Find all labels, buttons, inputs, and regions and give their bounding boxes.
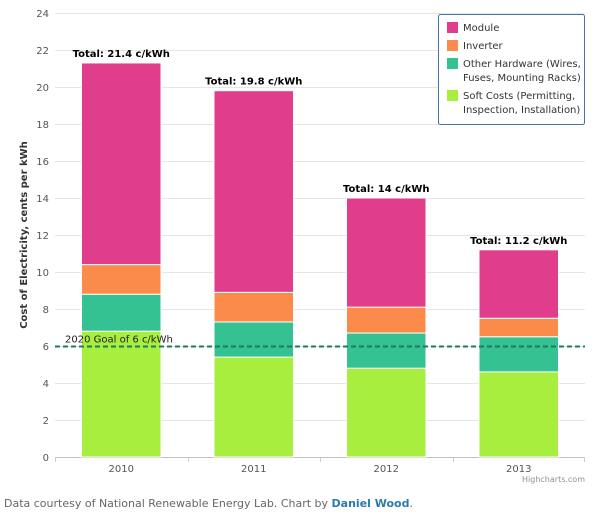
legend[interactable]: Module Inverter Other Hardware (Wires, Fuse… xyxy=(438,14,585,125)
legend-item-label: Soft Costs (Permitting, xyxy=(463,91,575,102)
bar-segment xyxy=(346,306,427,334)
author-link[interactable]: Daniel Wood xyxy=(331,497,410,510)
bar-segment xyxy=(81,293,162,332)
bar-segment xyxy=(213,291,294,323)
y-tick-label: 20 xyxy=(36,83,49,94)
credits-link[interactable]: Highcharts.com xyxy=(522,475,585,484)
goal-line-label: 2020 Goal of 6 c/kWh xyxy=(65,335,173,346)
total-label: Total: 11.2 c/kWh xyxy=(470,236,567,247)
bar-segment xyxy=(478,317,559,338)
bar-segment xyxy=(213,356,294,458)
y-tick-label: 24 xyxy=(36,9,49,20)
total-labels: Total: 21.4 c/kWh Total: 19.8 c/kWh Total:… xyxy=(73,49,568,247)
legend-swatch xyxy=(447,90,458,101)
bar-segment xyxy=(81,62,162,266)
footer-text: Data courtesy of National Renewable Ener… xyxy=(4,497,332,510)
legend-swatch xyxy=(447,40,458,51)
y-tick-label: 12 xyxy=(36,231,49,242)
legend-swatch xyxy=(447,22,458,33)
y-tick-label: 10 xyxy=(36,268,49,279)
x-axis: 2010 2011 2012 2013 xyxy=(55,457,585,475)
bar-segment xyxy=(213,321,294,358)
legend-box xyxy=(438,14,585,125)
total-label: Total: 19.8 c/kWh xyxy=(205,77,302,88)
bar-segment xyxy=(478,371,559,458)
x-tick-label: 2012 xyxy=(374,464,399,475)
y-tick-label: 0 xyxy=(43,453,49,464)
bar-segment xyxy=(346,332,427,369)
y-tick-label: 4 xyxy=(43,379,49,390)
legend-swatch xyxy=(447,58,458,69)
bars xyxy=(81,62,559,458)
legend-item-label: Other Hardware (Wires, xyxy=(463,59,581,70)
y-axis-label: Cost of Electricity, cents per kWh xyxy=(19,141,30,329)
legend-item-label: Module xyxy=(463,23,499,34)
y-tick-label: 16 xyxy=(36,157,49,168)
y-tick-label: 18 xyxy=(36,120,49,131)
legend-item-label: Inverter xyxy=(463,41,504,52)
y-tick-label: 2 xyxy=(43,416,49,427)
bar-segment xyxy=(213,90,294,293)
total-label: Total: 14 c/kWh xyxy=(343,184,430,195)
footer-suffix: . xyxy=(409,497,414,510)
bar-segment xyxy=(346,197,427,308)
goal-line-group: 2020 Goal of 6 c/kWh xyxy=(55,335,585,348)
bar-segment xyxy=(478,336,559,373)
footer: Data courtesy of National Renewable Ener… xyxy=(4,497,413,510)
bar-segment xyxy=(81,264,162,295)
legend-item-label: Inspection, Installation) xyxy=(463,105,580,116)
x-tick-label: 2011 xyxy=(241,464,266,475)
x-tick-label: 2010 xyxy=(109,464,134,475)
legend-item-label: Fuses, Mounting Racks) xyxy=(463,73,581,84)
y-tick-label: 6 xyxy=(43,342,49,353)
y-tick-label: 8 xyxy=(43,305,49,316)
x-tick-label: 2013 xyxy=(506,464,531,475)
bar-segment xyxy=(346,367,427,458)
total-label: Total: 21.4 c/kWh xyxy=(73,49,170,60)
bar-segment xyxy=(478,249,559,319)
bar-segment xyxy=(81,330,162,458)
y-tick-label: 22 xyxy=(36,46,49,57)
y-tick-label: 14 xyxy=(36,194,49,205)
